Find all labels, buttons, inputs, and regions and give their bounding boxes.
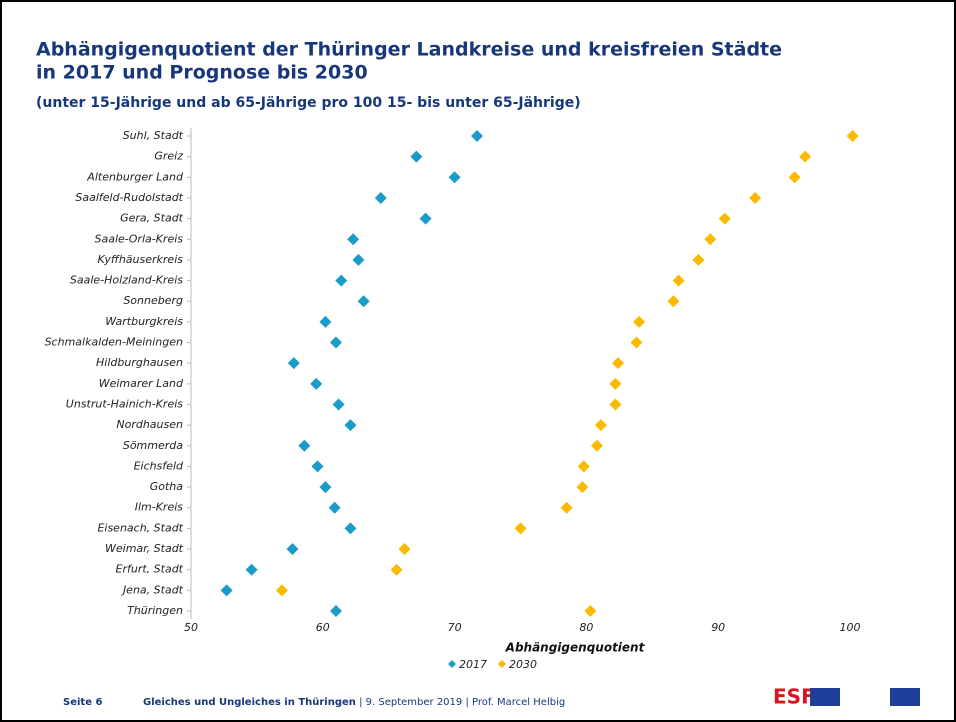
point — [245, 563, 258, 576]
point — [514, 522, 527, 535]
point — [612, 357, 625, 370]
y-tick-label: Eisenach, Stadt — [97, 521, 183, 534]
y-tick-label: Saalfeld-Rudolstadt — [75, 191, 183, 204]
y-tick-label: Schmalkalden-Meiningen — [45, 336, 183, 349]
point — [718, 212, 731, 225]
point — [448, 171, 461, 184]
point — [344, 419, 357, 432]
y-tick-label: Erfurt, Stadt — [116, 563, 184, 576]
y-tick-label: Weimarer Land — [99, 377, 184, 390]
point — [335, 274, 348, 287]
point — [319, 315, 332, 328]
point — [609, 377, 622, 390]
point — [704, 233, 717, 246]
y-tick-label: Jena, Stadt — [121, 583, 184, 596]
point — [419, 212, 432, 225]
point — [560, 501, 573, 514]
x-tick-label: 80 — [579, 621, 593, 634]
point — [577, 460, 590, 473]
point — [633, 315, 646, 328]
footer-details: | 9. September 2019 | Prof. Marcel Helbi… — [356, 697, 565, 708]
point — [672, 274, 685, 287]
point — [390, 563, 403, 576]
point — [357, 295, 370, 308]
point — [630, 336, 643, 349]
point — [352, 253, 365, 266]
point — [286, 543, 299, 556]
y-tick-label: Kyffhäuserkreis — [97, 253, 183, 266]
point — [584, 605, 597, 617]
x-tick-label: 50 — [184, 621, 198, 634]
y-tick-label: Greiz — [154, 150, 183, 163]
legend-marker — [498, 660, 506, 668]
point — [667, 295, 680, 308]
point — [310, 377, 323, 390]
point — [471, 130, 484, 142]
chart-title: Abhängigenquotient der Thüringer Landkre… — [36, 39, 782, 61]
point — [347, 233, 360, 246]
point — [298, 439, 311, 452]
point — [374, 191, 387, 204]
point — [609, 398, 622, 411]
point — [328, 501, 341, 514]
logo-flag — [810, 688, 840, 706]
y-tick-label: Nordhausen — [116, 418, 183, 431]
point — [332, 398, 345, 411]
chart-subtitle: (unter 15-Jährige und ab 65-Jährige pro … — [36, 95, 581, 111]
x-tick-label: 100 — [840, 621, 861, 634]
point — [329, 605, 342, 617]
point — [275, 584, 288, 597]
y-tick-label: Unstrut-Hainich-Kreis — [66, 397, 183, 410]
y-tick-label: Weimar, Stadt — [105, 542, 184, 555]
footer-page: Seite 6 — [63, 697, 102, 708]
point — [344, 522, 357, 535]
y-tick-label: Thüringen — [127, 604, 183, 617]
point — [692, 253, 705, 266]
y-tick-label: Saale-Orla-Kreis — [95, 232, 184, 245]
y-tick-label: Wartburgkreis — [105, 315, 183, 328]
legend-label: 2017 — [459, 658, 487, 671]
point — [594, 419, 607, 432]
y-tick-label: Suhl, Stadt — [123, 129, 184, 142]
y-tick-label: Altenburger Land — [86, 170, 184, 183]
y-tick-label: Sömmerda — [123, 439, 183, 452]
footer-title: Gleiches und Ungleiches in Thüringen — [143, 697, 356, 708]
y-tick-label: Hildburghausen — [96, 356, 183, 369]
x-axis-label: Abhängigenquotient — [505, 641, 646, 655]
point — [329, 336, 342, 349]
point — [799, 150, 812, 163]
y-tick-label: Gotha — [150, 480, 184, 493]
point — [410, 150, 423, 163]
point — [220, 584, 233, 597]
legend-label: 2030 — [509, 658, 537, 671]
logo-text: ESF — [773, 685, 815, 709]
point — [311, 460, 324, 473]
legend-marker — [448, 660, 456, 668]
y-tick-label: Saale-Holzland-Kreis — [70, 274, 183, 287]
point — [319, 481, 332, 494]
y-tick-label: Eichsfeld — [134, 459, 184, 472]
x-tick-label: 70 — [448, 621, 462, 634]
y-tick-label: Ilm-Kreis — [135, 501, 184, 514]
logo-flag — [890, 688, 920, 706]
chart-title: in 2017 und Prognose bis 2030 — [36, 62, 368, 84]
y-tick-label: Sonneberg — [123, 294, 183, 307]
point — [788, 171, 801, 184]
x-tick-label: 90 — [711, 621, 725, 634]
x-tick-label: 60 — [316, 621, 330, 634]
footer-text: Gleiches und Ungleiches in Thüringen | 9… — [143, 697, 565, 708]
point — [576, 481, 589, 494]
point — [749, 191, 762, 204]
y-tick-label: Gera, Stadt — [120, 212, 184, 225]
point — [287, 357, 300, 370]
point — [398, 543, 411, 556]
point — [590, 439, 603, 452]
point — [846, 130, 859, 142]
